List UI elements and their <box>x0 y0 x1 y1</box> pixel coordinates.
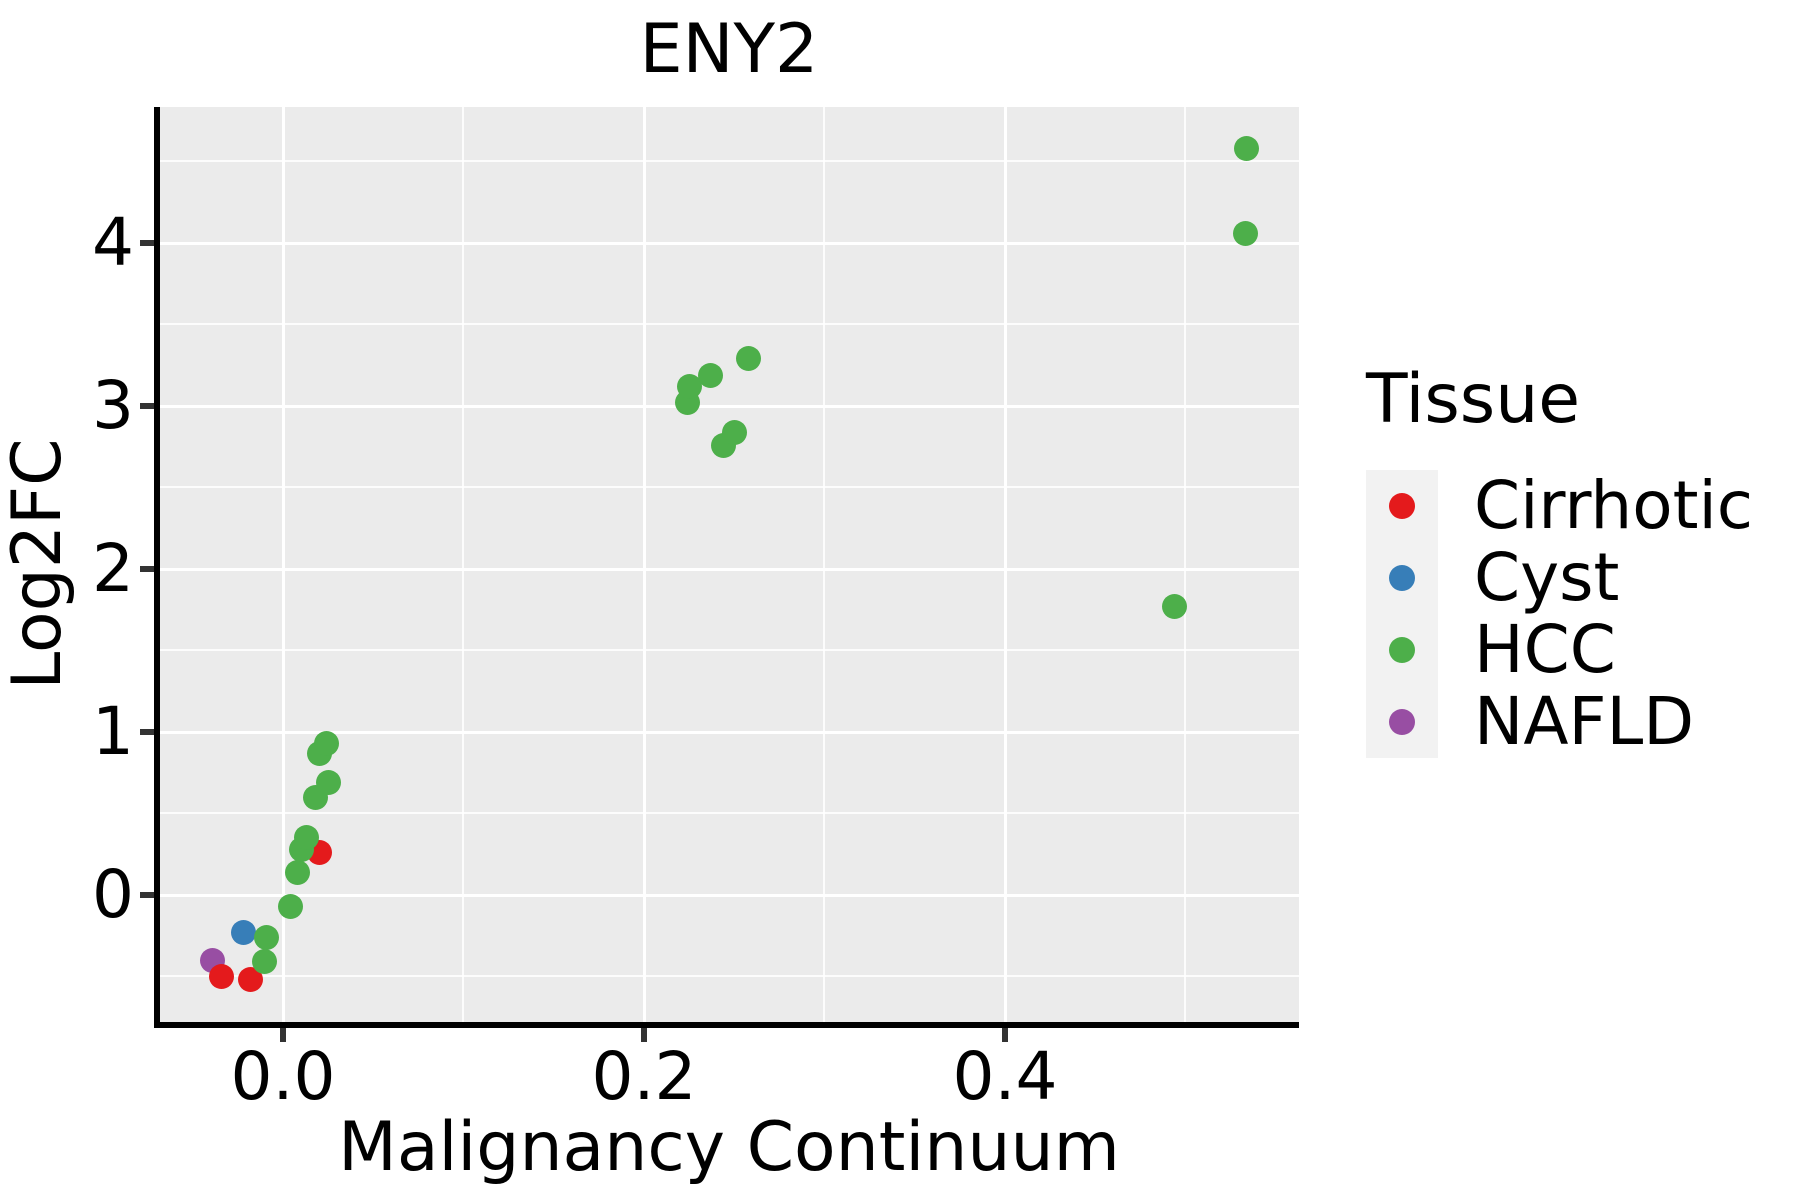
legend-key-background <box>1366 542 1438 614</box>
legend-label: NAFLD <box>1474 683 1695 760</box>
gridline-major-horizontal <box>160 893 1299 897</box>
gridline-minor-vertical <box>823 107 825 1022</box>
gridline-minor-vertical <box>1184 107 1186 1022</box>
data-point-hcc <box>1232 220 1258 246</box>
y-tick-mark <box>140 240 154 246</box>
gridline-major-horizontal <box>160 730 1299 734</box>
gridline-minor-horizontal <box>160 649 1299 651</box>
x-tick-mark <box>1002 1028 1008 1042</box>
data-point-hcc <box>315 770 341 796</box>
data-point-hcc <box>252 949 278 975</box>
legend: Tissue Cirrhotic Cyst HCC NAFLD <box>1366 360 1753 758</box>
data-point-cirrhotic <box>209 964 235 989</box>
y-axis-line <box>154 107 160 1028</box>
gridline-major-vertical <box>642 107 646 1022</box>
y-tick-mark <box>140 403 154 409</box>
legend-label: Cirrhotic <box>1474 467 1754 544</box>
legend-key-background <box>1366 686 1438 758</box>
legend-dot-nafld <box>1389 709 1415 735</box>
data-point-hcc <box>284 859 310 885</box>
data-point-hcc <box>313 730 339 756</box>
x-axis-line <box>154 1022 1299 1028</box>
legend-dot-cyst <box>1389 565 1415 591</box>
y-tick-label: 4 <box>92 204 134 281</box>
legend-item-hcc: HCC <box>1366 614 1616 686</box>
gridline-minor-horizontal <box>160 975 1299 977</box>
legend-dot-cirrhotic <box>1389 493 1415 519</box>
legend-label: HCC <box>1474 611 1616 688</box>
plot-panel <box>160 107 1299 1022</box>
legend-rows: Cirrhotic Cyst HCC NAFLD <box>1366 470 1753 758</box>
gridline-major-horizontal <box>160 404 1299 408</box>
gridline-minor-horizontal <box>160 486 1299 488</box>
data-point-cyst <box>230 919 256 945</box>
legend-title: Tissue <box>1366 360 1581 439</box>
legend-dot-hcc <box>1389 637 1415 663</box>
data-point-hcc <box>1162 593 1188 619</box>
data-point-hcc <box>1234 135 1260 161</box>
gridline-minor-horizontal <box>160 812 1299 814</box>
data-point-hcc <box>698 362 724 388</box>
gridline-major-horizontal <box>160 241 1299 245</box>
legend-item-cirrhotic: Cirrhotic <box>1366 470 1753 542</box>
gridline-minor-horizontal <box>160 160 1299 162</box>
plot-title: ENY2 <box>639 10 819 89</box>
x-tick-mark <box>641 1028 647 1042</box>
legend-key-background <box>1366 470 1438 542</box>
data-point-hcc <box>254 924 280 950</box>
legend-key-background <box>1366 614 1438 686</box>
y-tick-mark <box>140 729 154 735</box>
data-point-hcc <box>721 419 747 445</box>
gridline-minor-horizontal <box>160 323 1299 325</box>
data-point-hcc <box>676 373 702 399</box>
x-tick-mark <box>280 1028 286 1042</box>
y-tick-label: 0 <box>92 856 134 933</box>
y-tick-label: 3 <box>92 367 134 444</box>
x-tick-label: 0.4 <box>952 1038 1058 1115</box>
x-axis-title: Malignancy Continuum <box>338 1108 1120 1187</box>
data-point-hcc <box>293 825 319 851</box>
y-tick-label: 1 <box>92 693 134 770</box>
y-tick-mark <box>140 566 154 572</box>
legend-label: Cyst <box>1474 539 1620 616</box>
y-tick-label: 2 <box>92 530 134 607</box>
x-tick-label: 0.0 <box>230 1038 336 1115</box>
gridline-major-vertical <box>1003 107 1007 1022</box>
gridline-major-horizontal <box>160 567 1299 571</box>
legend-item-nafld: NAFLD <box>1366 686 1694 758</box>
x-tick-label: 0.2 <box>591 1038 697 1115</box>
legend-item-cyst: Cyst <box>1366 542 1619 614</box>
y-axis-title: Log2FC <box>0 438 77 690</box>
data-point-hcc <box>736 346 762 372</box>
data-point-hcc <box>277 893 303 919</box>
gridline-major-vertical <box>281 107 285 1022</box>
gridline-minor-vertical <box>462 107 464 1022</box>
y-tick-mark <box>140 892 154 898</box>
